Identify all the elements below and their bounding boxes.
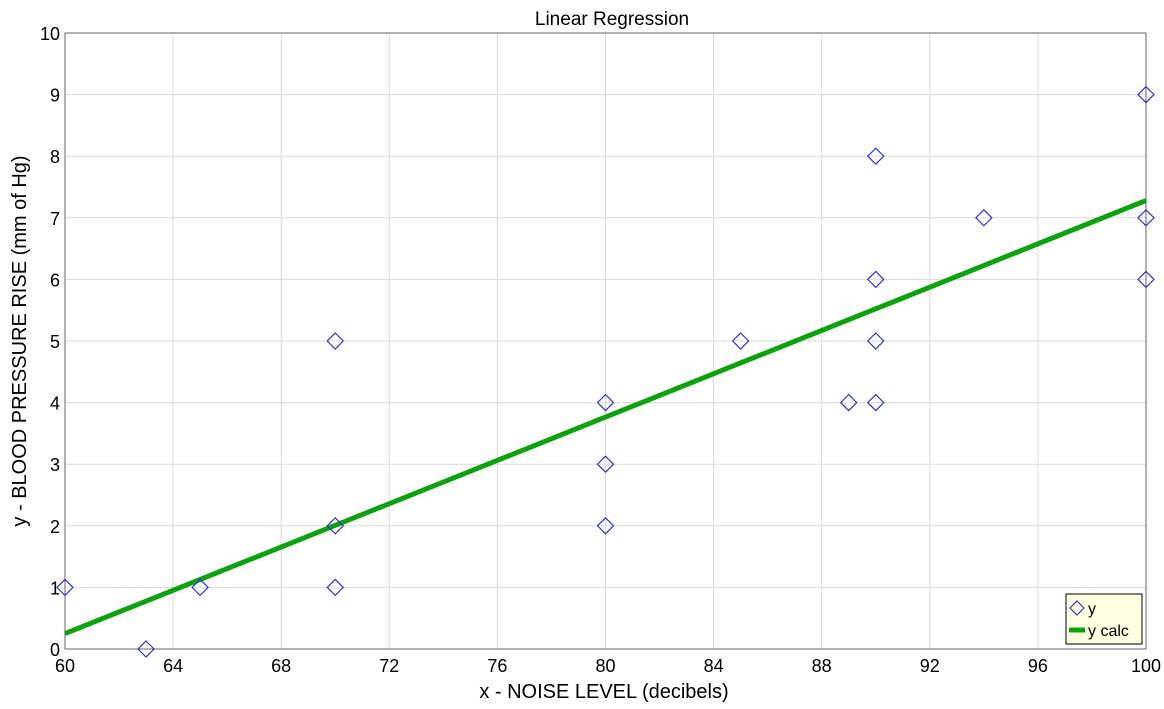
- data-point: [56, 578, 74, 597]
- x-tick-label: 64: [163, 656, 183, 676]
- y-tick-label: 9: [50, 86, 60, 106]
- y-tick-label: 3: [50, 455, 60, 475]
- y-tick-label: 4: [50, 394, 60, 414]
- data-point: [866, 332, 885, 350]
- data-layer: [56, 85, 1155, 658]
- data-point: [866, 393, 885, 412]
- x-tick-label: 60: [55, 656, 75, 676]
- data-point: [975, 208, 993, 227]
- plot-frame: [64, 32, 1147, 650]
- data-point: [1137, 270, 1155, 289]
- data-point: [137, 640, 155, 658]
- data-point: [191, 578, 209, 597]
- data-point: [596, 455, 615, 474]
- y-tick-label: 0: [50, 640, 60, 660]
- tick-labels: 60 64 68 72 76 80 84 88 92 96 100 0 1 2 3 4 5 6 7 8 9 10: [40, 24, 1161, 676]
- grid: [64, 32, 1147, 650]
- y-tick-label: 5: [50, 332, 60, 352]
- x-tick-label: 72: [379, 656, 399, 676]
- data-point: [866, 147, 885, 166]
- data-point: [326, 578, 345, 597]
- y-tick-label: 6: [50, 270, 60, 290]
- x-tick-label: 84: [704, 656, 724, 676]
- x-tick-label: 80: [595, 656, 615, 676]
- y-axis-label: y - BLOOD PRESSURE RISE (mm of Hg): [9, 155, 31, 526]
- x-tick-label: 88: [812, 656, 832, 676]
- x-axis-label: x - NOISE LEVEL (decibels): [479, 681, 728, 703]
- regression-line: [64, 198, 1147, 636]
- chart-title: Linear Regression: [535, 9, 689, 30]
- legend-label: y calc: [1088, 623, 1129, 640]
- y-tick-label: 1: [50, 578, 60, 598]
- x-tick-label: 96: [1028, 656, 1048, 676]
- data-point: [839, 393, 858, 412]
- x-tick-label: 76: [487, 656, 507, 676]
- data-point: [731, 332, 750, 350]
- data-point: [596, 516, 615, 535]
- legend-marker-scatter: [1069, 600, 1085, 616]
- data-point: [1137, 85, 1155, 104]
- y-tick-label: 2: [50, 517, 60, 537]
- data-point: [596, 393, 615, 412]
- legend: y y calc: [1065, 593, 1143, 645]
- data-point: [866, 270, 885, 289]
- data-point: [326, 516, 345, 535]
- x-tick-label: 68: [271, 656, 291, 676]
- y-tick-label: 7: [50, 209, 60, 229]
- y-tick-label: 10: [40, 24, 60, 44]
- x-tick-label: 92: [920, 656, 940, 676]
- data-point: [326, 332, 345, 350]
- data-point: [1137, 208, 1155, 227]
- x-tick-label: 100: [1131, 656, 1161, 676]
- legend-label: y: [1088, 601, 1096, 618]
- y-tick-label: 8: [50, 147, 60, 167]
